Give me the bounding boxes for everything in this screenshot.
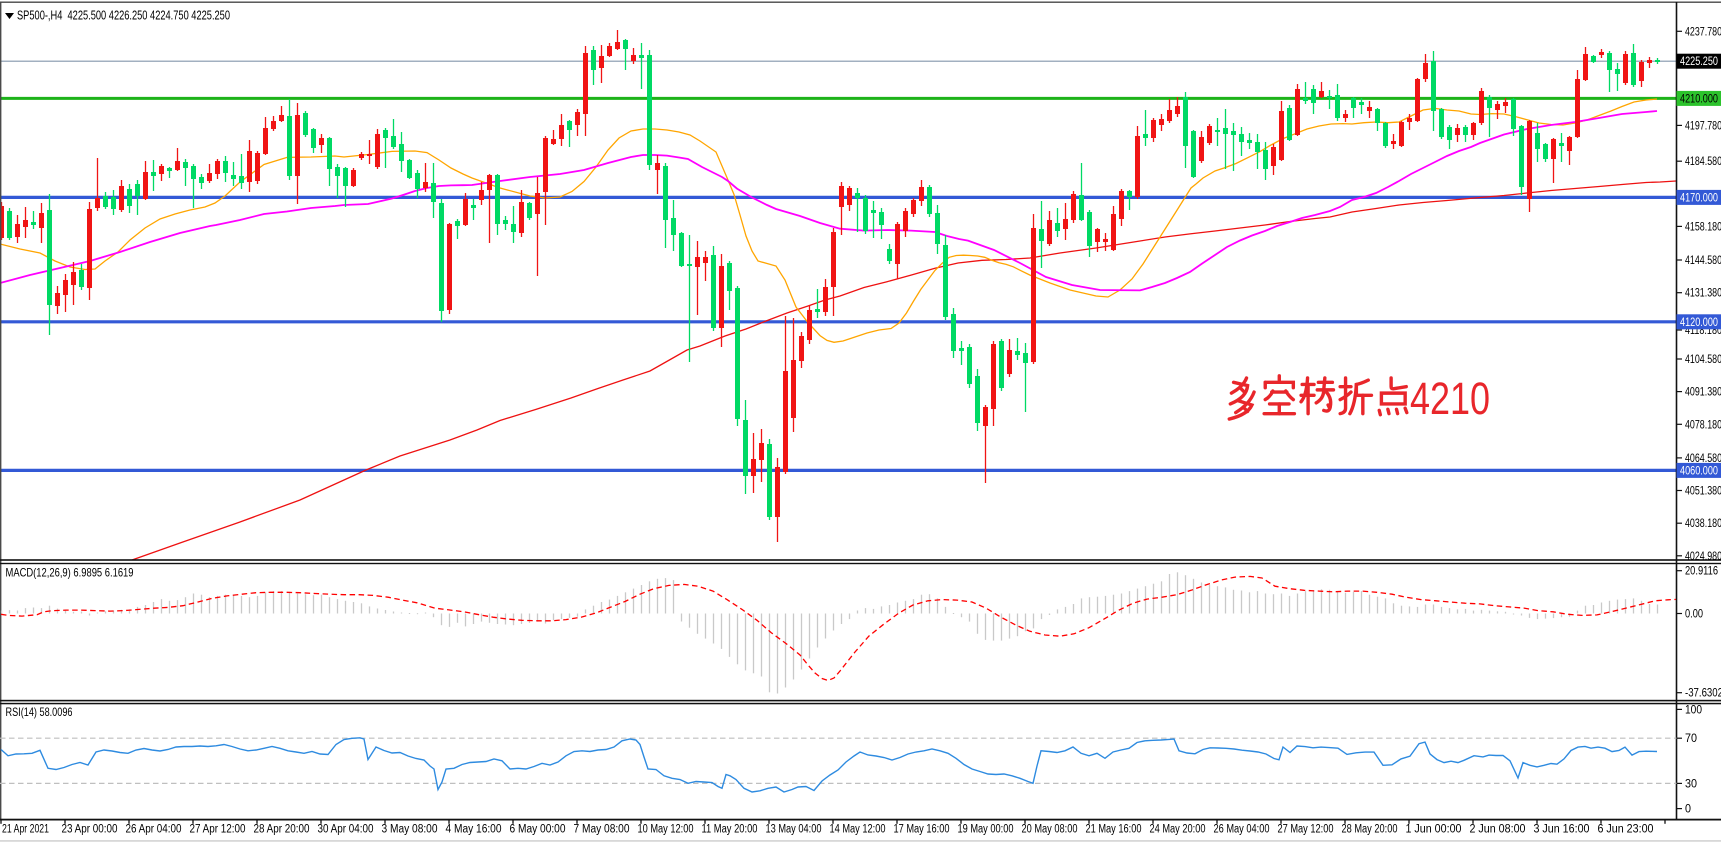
svg-text:21 May 16:00: 21 May 16:00 xyxy=(1086,824,1142,836)
svg-text:3 May 08:00: 3 May 08:00 xyxy=(382,824,438,836)
svg-text:4064.580: 4064.580 xyxy=(1685,453,1721,465)
svg-text:4120.000: 4120.000 xyxy=(1680,317,1718,329)
svg-text:6 Jun 23:00: 6 Jun 23:00 xyxy=(1598,824,1654,836)
svg-text:2 Jun 08:00: 2 Jun 08:00 xyxy=(1470,824,1526,836)
svg-text:14 May 12:00: 14 May 12:00 xyxy=(830,824,886,836)
svg-text:23 Apr 00:00: 23 Apr 00:00 xyxy=(62,824,118,836)
svg-text:27 Apr 12:00: 27 Apr 12:00 xyxy=(190,824,246,836)
svg-text:4210: 4210 xyxy=(1410,373,1490,424)
svg-text:30: 30 xyxy=(1685,778,1697,790)
svg-text:20 May 08:00: 20 May 08:00 xyxy=(1022,824,1078,836)
svg-text:7 May 08:00: 7 May 08:00 xyxy=(574,824,630,836)
svg-text:4144.580: 4144.580 xyxy=(1685,255,1721,267)
svg-text:10 May 12:00: 10 May 12:00 xyxy=(638,824,694,836)
svg-text:4060.000: 4060.000 xyxy=(1680,465,1718,477)
svg-text:4131.380: 4131.380 xyxy=(1685,288,1721,300)
svg-text:20.9116: 20.9116 xyxy=(1685,566,1718,578)
svg-text:4104.580: 4104.580 xyxy=(1685,354,1721,366)
svg-text:SP500-,H4 4225.500 4226.250 4: SP500-,H4 4225.500 4226.250 4224.750 422… xyxy=(17,9,230,23)
svg-text:4038.180: 4038.180 xyxy=(1685,518,1721,530)
svg-text:27 May 12:00: 27 May 12:00 xyxy=(1278,824,1334,836)
svg-text:30 Apr 04:00: 30 Apr 04:00 xyxy=(318,824,374,836)
svg-text:4091.380: 4091.380 xyxy=(1685,387,1721,399)
svg-text:26 May 04:00: 26 May 04:00 xyxy=(1214,824,1270,836)
svg-text:0: 0 xyxy=(1685,804,1691,816)
svg-text:26 Apr 04:00: 26 Apr 04:00 xyxy=(126,824,182,836)
svg-text:4158.180: 4158.180 xyxy=(1685,221,1721,233)
svg-text:28 Apr 20:00: 28 Apr 20:00 xyxy=(254,824,310,836)
svg-text:21 Apr 2021: 21 Apr 2021 xyxy=(2,824,49,836)
svg-text:11 May 20:00: 11 May 20:00 xyxy=(702,824,758,836)
svg-text:-37.6302: -37.6302 xyxy=(1685,688,1721,700)
svg-text:4237.780: 4237.780 xyxy=(1685,26,1721,38)
svg-text:4210.000: 4210.000 xyxy=(1680,93,1718,105)
svg-text:4051.380: 4051.380 xyxy=(1685,486,1721,498)
svg-text:0.00: 0.00 xyxy=(1685,609,1703,621)
svg-text:4170.000: 4170.000 xyxy=(1680,192,1718,204)
svg-text:13 May 04:00: 13 May 04:00 xyxy=(766,824,822,836)
svg-text:4 May 16:00: 4 May 16:00 xyxy=(446,824,502,836)
svg-text:17 May 16:00: 17 May 16:00 xyxy=(894,824,950,836)
svg-text:24 May 20:00: 24 May 20:00 xyxy=(1150,824,1206,836)
svg-text:19 May 00:00: 19 May 00:00 xyxy=(958,824,1014,836)
svg-text:28 May 20:00: 28 May 20:00 xyxy=(1342,824,1398,836)
svg-text:4078.180: 4078.180 xyxy=(1685,419,1721,431)
svg-text:70: 70 xyxy=(1685,733,1697,745)
svg-text:RSI(14) 58.0096: RSI(14) 58.0096 xyxy=(6,705,73,719)
svg-text:4024.980: 4024.980 xyxy=(1685,551,1721,563)
svg-text:4197.780: 4197.780 xyxy=(1685,120,1721,132)
svg-text:1 Jun 00:00: 1 Jun 00:00 xyxy=(1406,824,1462,836)
svg-text:MACD(12,26,9) 6.9895 6.1619: MACD(12,26,9) 6.9895 6.1619 xyxy=(6,566,134,580)
svg-text:4225.250: 4225.250 xyxy=(1680,56,1718,68)
svg-text:4184.580: 4184.580 xyxy=(1685,156,1721,168)
svg-text:3 Jun 16:00: 3 Jun 16:00 xyxy=(1534,824,1590,836)
svg-text:100: 100 xyxy=(1685,704,1702,716)
svg-text:6 May 00:00: 6 May 00:00 xyxy=(510,824,566,836)
